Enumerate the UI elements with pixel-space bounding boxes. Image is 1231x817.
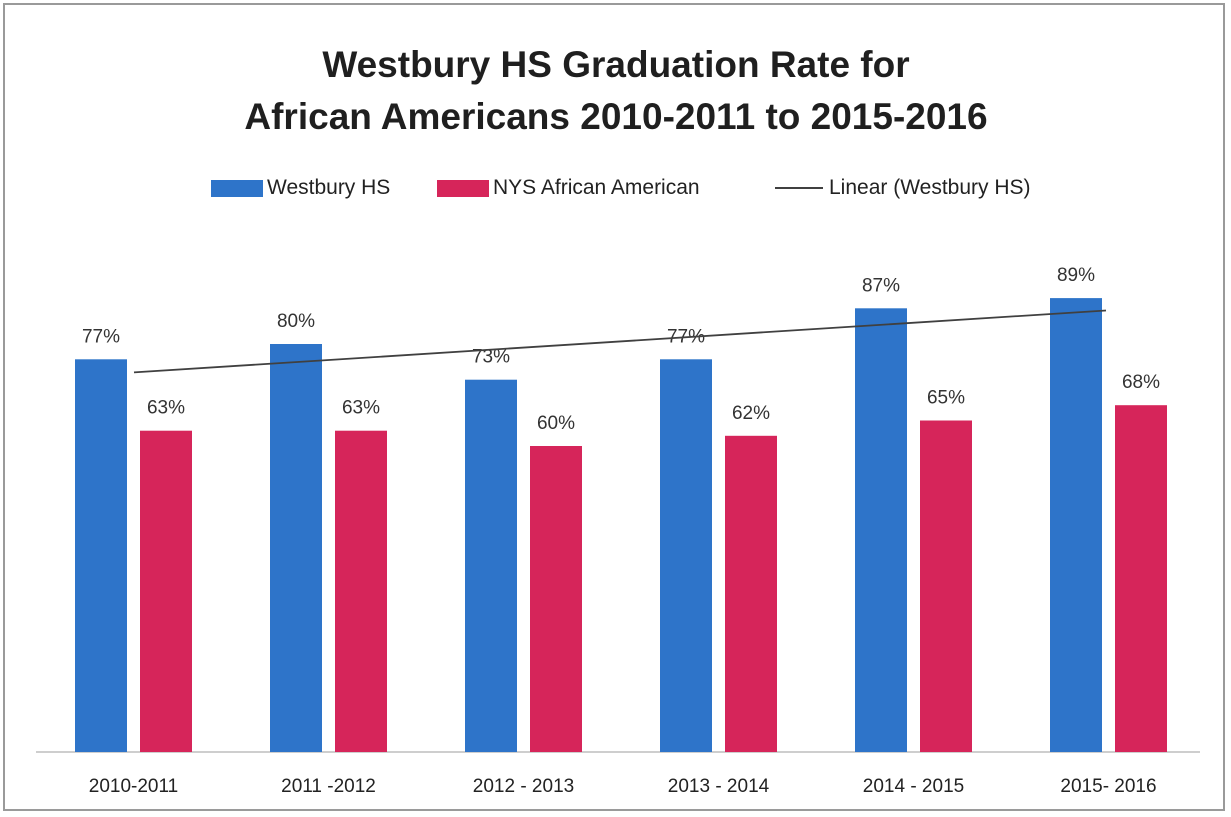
legend-swatch-westbury <box>211 179 263 197</box>
category-label-4: 2013 - 2014 <box>668 776 770 797</box>
bar-westbury-5 <box>855 308 907 752</box>
data-label-nys-4: 62% <box>732 403 770 424</box>
data-label-westbury-5: 87% <box>862 275 900 296</box>
legend-item-westbury: Westbury HS <box>211 171 390 205</box>
legend-label-nys: NYS African American <box>493 176 700 199</box>
bar-nys-6 <box>1115 405 1167 752</box>
chart-title: Westbury HS Graduation Rate for African … <box>5 39 1227 143</box>
data-label-westbury-3: 73% <box>472 347 510 368</box>
data-label-nys-1: 63% <box>147 398 185 419</box>
bar-westbury-4 <box>660 359 712 752</box>
data-label-nys-3: 60% <box>537 413 575 434</box>
category-label-5: 2014 - 2015 <box>863 776 964 797</box>
bar-nys-5 <box>920 420 972 752</box>
bar-westbury-2 <box>270 344 322 752</box>
bar-westbury-6 <box>1050 298 1102 752</box>
chart-legend: Westbury HS NYS African American Linear … <box>5 171 1227 205</box>
legend-item-nys: NYS African American <box>437 171 700 205</box>
legend-item-trendline: Linear (Westbury HS) <box>775 171 1031 205</box>
chart-title-line-2: African Americans 2010-2011 to 2015-2016 <box>244 96 988 137</box>
category-label-3: 2012 - 2013 <box>473 776 574 797</box>
bar-westbury-1 <box>75 359 127 752</box>
data-label-westbury-6: 89% <box>1057 265 1095 286</box>
data-label-nys-6: 68% <box>1122 372 1160 393</box>
chart-frame: Westbury HS Graduation Rate for African … <box>3 3 1225 811</box>
legend-swatch-nys <box>437 179 489 197</box>
data-label-westbury-1: 77% <box>82 326 120 347</box>
legend-label-trendline: Linear (Westbury HS) <box>829 176 1031 199</box>
category-label-2: 2011 -2012 <box>281 776 376 797</box>
bar-nys-1 <box>140 430 192 752</box>
legend-label-westbury: Westbury HS <box>267 176 391 199</box>
data-label-nys-2: 63% <box>342 398 380 419</box>
trendline <box>133 309 1107 374</box>
category-label-6: 2015- 2016 <box>1060 776 1156 797</box>
chart-title-line-1: Westbury HS Graduation Rate for <box>322 44 910 85</box>
bar-westbury-3 <box>465 379 517 752</box>
bar-nys-2 <box>335 430 387 752</box>
data-label-nys-5: 65% <box>927 388 965 409</box>
category-label-1: 2010-2011 <box>89 776 178 797</box>
bar-nys-4 <box>725 435 777 752</box>
bar-nys-3 <box>530 446 582 752</box>
data-label-westbury-2: 80% <box>277 311 315 332</box>
legend-swatch-trendline <box>775 187 823 189</box>
